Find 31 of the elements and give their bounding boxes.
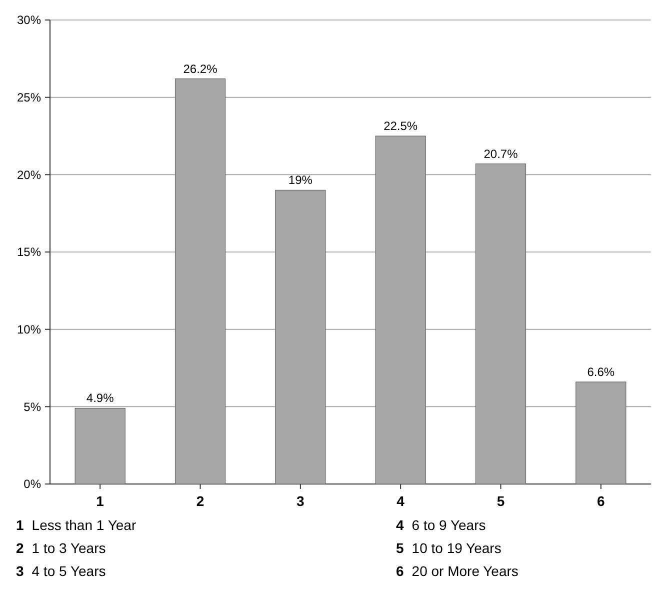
x-tick-label: 1 — [96, 493, 104, 509]
x-tick-label: 5 — [496, 493, 505, 509]
bar — [475, 164, 526, 484]
bar — [275, 190, 326, 484]
y-tick-label: 0% — [24, 477, 42, 492]
bar — [174, 78, 226, 484]
text: 5 10 to 19 Years — [396, 540, 502, 556]
data-label: 6.6% — [587, 364, 615, 379]
y-tick-label: 20% — [16, 168, 42, 182]
y-tick-label: 25% — [16, 90, 42, 105]
bar — [576, 382, 626, 484]
y-tick-label: 5% — [24, 400, 42, 414]
y-tick-label: 10% — [16, 322, 42, 337]
text: 3 4 to 5 Years — [16, 563, 106, 579]
x-tick-label: 4 — [396, 493, 405, 509]
data-label: 20.7% — [484, 146, 518, 161]
data-label: 19% — [288, 173, 313, 188]
x-tick-label: 3 — [296, 493, 305, 509]
data-label: 22.5% — [384, 119, 418, 133]
x-tick-label: 2 — [196, 493, 204, 509]
data-label: 4.9% — [86, 391, 114, 406]
y-tick-label: 15% — [16, 245, 42, 260]
text: 4 6 to 9 Years — [396, 517, 486, 533]
y-tick-label: 30% — [16, 13, 42, 28]
x-tick-label: 6 — [597, 493, 606, 509]
bar — [375, 136, 426, 484]
text: 1 Less than 1 Year — [16, 517, 136, 533]
text: 6 20 or More Years — [396, 563, 518, 579]
text: 2 1 to 3 Years — [16, 540, 106, 556]
bar — [74, 408, 126, 484]
data-label: 26.2% — [183, 62, 218, 76]
